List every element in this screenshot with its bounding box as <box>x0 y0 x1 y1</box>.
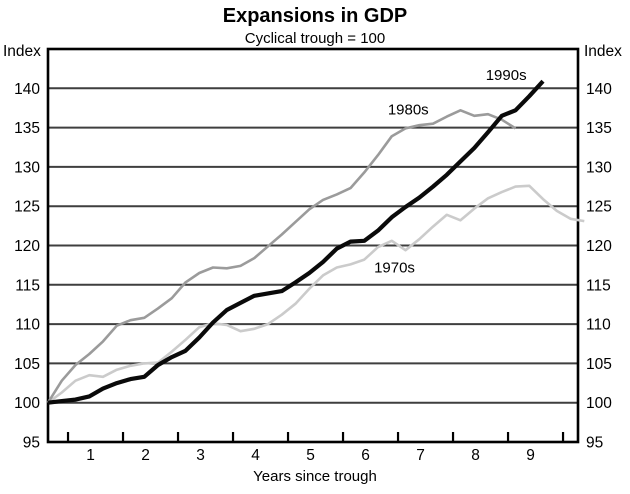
chart-subtitle: Cyclical trough = 100 <box>244 30 386 47</box>
y-tick-label-left: 95 <box>23 435 40 452</box>
y-tick-label-left: 100 <box>14 395 40 412</box>
x-axis-title: Years since trough <box>253 468 377 485</box>
series-label-1970s: 1970s <box>374 260 415 277</box>
y-tick-label-left: 125 <box>14 199 40 216</box>
y-tick-label-right: 95 <box>586 435 603 452</box>
y-tick-label-left: 110 <box>15 317 40 334</box>
y-tick-label-right: 125 <box>586 199 612 216</box>
x-tick-label: 9 <box>526 447 535 464</box>
y-tick-label-left: 120 <box>14 238 40 255</box>
y-tick-label-right: 110 <box>586 317 611 334</box>
y-tick-label-left: 130 <box>14 159 40 176</box>
x-tick-label: 1 <box>86 447 95 464</box>
series-line-1980s <box>46 109 517 404</box>
y-tick-label-right: 130 <box>586 159 612 176</box>
x-tick-label: 4 <box>251 447 260 464</box>
x-tick-label: 7 <box>416 447 425 464</box>
y-tick-label-left: 135 <box>14 120 40 137</box>
y-tick-label-right: 115 <box>586 277 611 294</box>
series-line-1990s <box>47 79 545 405</box>
x-tick-label: 5 <box>306 447 315 464</box>
y-tick-label-left: 115 <box>15 277 40 294</box>
y-tick-label-right: 140 <box>586 81 612 98</box>
x-tick-label: 3 <box>196 447 205 464</box>
y-tick-label-right: 135 <box>586 120 612 137</box>
y-tick-label-left: 105 <box>14 356 40 373</box>
y-tick-label-left: 140 <box>14 81 40 98</box>
series-line-1970s <box>47 184 585 404</box>
y-axis-label-left: Index <box>3 43 41 60</box>
y-tick-label-right: 105 <box>586 356 612 373</box>
y-axis-label-right: Index <box>584 43 622 60</box>
y-tick-label-right: 100 <box>586 395 612 412</box>
series-label-1990s: 1990s <box>486 67 527 84</box>
x-tick-label: 6 <box>361 447 370 464</box>
x-tick-label: 2 <box>141 447 150 464</box>
y-tick-label-right: 120 <box>586 238 612 255</box>
x-tick-label: 8 <box>471 447 480 464</box>
series-label-1980s: 1980s <box>388 102 429 119</box>
chart-title: Expansions in GDP <box>222 5 408 27</box>
plot-frame <box>46 47 580 444</box>
